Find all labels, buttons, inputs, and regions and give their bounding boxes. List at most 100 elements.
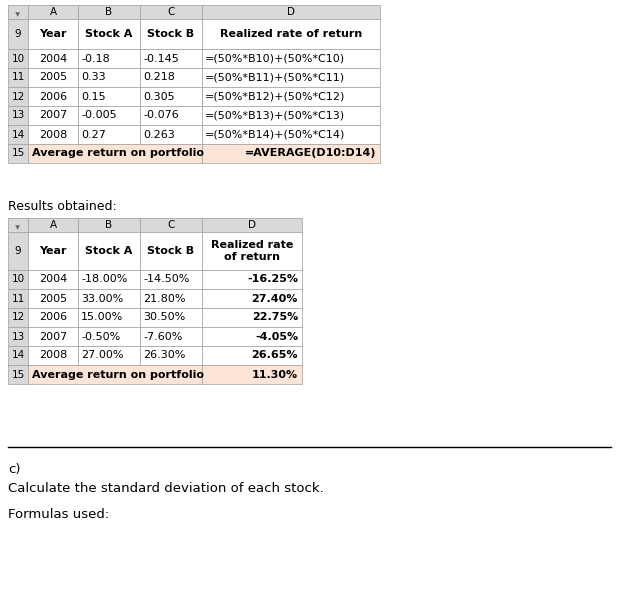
Bar	[140, 125, 202, 144]
Bar	[78, 5, 140, 19]
Bar	[78, 49, 140, 68]
Text: Average return on portfolio: Average return on portfolio	[32, 370, 204, 380]
Text: A: A	[50, 7, 56, 17]
Bar	[202, 68, 380, 87]
Bar	[28, 270, 78, 289]
Bar	[8, 5, 28, 19]
Bar	[78, 346, 140, 365]
Text: 27.00%: 27.00%	[81, 350, 124, 361]
Bar	[8, 125, 28, 144]
Text: Year: Year	[39, 29, 67, 39]
Bar	[8, 106, 28, 125]
Bar	[28, 68, 78, 87]
Text: Formulas used:: Formulas used:	[8, 508, 109, 521]
Text: 11.30%: 11.30%	[252, 370, 298, 380]
Text: Average return on portfolio: Average return on portfolio	[32, 149, 204, 159]
Bar	[78, 308, 140, 327]
Bar	[8, 19, 28, 49]
Bar	[8, 327, 28, 346]
Bar	[8, 87, 28, 106]
Bar	[202, 289, 302, 308]
Text: D: D	[248, 220, 256, 230]
Text: =(50%*B11)+(50%*C11): =(50%*B11)+(50%*C11)	[205, 72, 345, 83]
Bar	[8, 232, 28, 270]
Text: 33.00%: 33.00%	[81, 294, 123, 304]
Bar	[140, 68, 202, 87]
Bar	[28, 218, 78, 232]
Text: =AVERAGE(D10:D14): =AVERAGE(D10:D14)	[245, 149, 376, 159]
Text: 2008: 2008	[39, 129, 67, 140]
Text: 0.263: 0.263	[143, 129, 175, 140]
Text: =(50%*B14)+(50%*C14): =(50%*B14)+(50%*C14)	[205, 129, 345, 140]
Text: 2005: 2005	[39, 294, 67, 304]
Text: Stock A: Stock A	[85, 246, 132, 256]
Text: 15: 15	[11, 370, 25, 380]
Text: -0.005: -0.005	[81, 110, 116, 120]
Bar	[140, 218, 202, 232]
Bar	[140, 327, 202, 346]
Bar	[8, 144, 28, 163]
Text: C: C	[167, 7, 175, 17]
Text: 11: 11	[11, 72, 25, 83]
Bar	[78, 125, 140, 144]
Text: B: B	[105, 7, 113, 17]
Bar	[78, 270, 140, 289]
Bar	[202, 5, 380, 19]
Bar	[28, 365, 202, 384]
Bar	[28, 106, 78, 125]
Text: Stock B: Stock B	[147, 246, 194, 256]
Text: -0.50%: -0.50%	[81, 331, 120, 341]
Bar	[202, 218, 302, 232]
Bar	[202, 270, 302, 289]
Text: 26.30%: 26.30%	[143, 350, 185, 361]
Text: -16.25%: -16.25%	[247, 274, 298, 285]
Bar	[202, 232, 302, 270]
Bar	[140, 87, 202, 106]
Text: -7.60%: -7.60%	[143, 331, 183, 341]
Bar	[8, 365, 28, 384]
Text: ▲: ▲	[15, 222, 20, 228]
Bar	[28, 87, 78, 106]
Bar	[202, 144, 380, 163]
Bar	[28, 232, 78, 270]
Text: Realized rate
of return: Realized rate of return	[211, 240, 293, 262]
Bar	[28, 144, 202, 163]
Text: 0.27: 0.27	[81, 129, 106, 140]
Text: 13: 13	[11, 110, 25, 120]
Text: 10: 10	[11, 274, 25, 285]
Bar	[8, 289, 28, 308]
Text: -14.50%: -14.50%	[143, 274, 189, 285]
Text: 14: 14	[11, 350, 25, 361]
Bar	[28, 19, 78, 49]
Text: 12: 12	[11, 92, 25, 101]
Text: 15.00%: 15.00%	[81, 313, 123, 322]
Bar	[78, 327, 140, 346]
Text: =(50%*B10)+(50%*C10): =(50%*B10)+(50%*C10)	[205, 53, 345, 63]
Text: Realized rate of return: Realized rate of return	[220, 29, 362, 39]
Text: 15: 15	[11, 149, 25, 159]
Text: 0.305: 0.305	[143, 92, 175, 101]
Text: Year: Year	[39, 246, 67, 256]
Bar	[8, 68, 28, 87]
Bar	[8, 49, 28, 68]
Bar	[28, 5, 78, 19]
Bar	[202, 308, 302, 327]
Bar	[78, 87, 140, 106]
Text: 0.218: 0.218	[143, 72, 175, 83]
Bar	[28, 49, 78, 68]
Bar	[140, 5, 202, 19]
Text: 27.40%: 27.40%	[252, 294, 298, 304]
Bar	[140, 106, 202, 125]
Bar	[28, 289, 78, 308]
Text: 21.80%: 21.80%	[143, 294, 186, 304]
Text: D: D	[287, 7, 295, 17]
Text: -0.145: -0.145	[143, 53, 179, 63]
Text: A: A	[50, 220, 56, 230]
Bar	[140, 232, 202, 270]
Bar	[78, 232, 140, 270]
Text: -18.00%: -18.00%	[81, 274, 128, 285]
Text: 0.33: 0.33	[81, 72, 106, 83]
Bar	[78, 19, 140, 49]
Bar	[78, 218, 140, 232]
Bar	[8, 270, 28, 289]
